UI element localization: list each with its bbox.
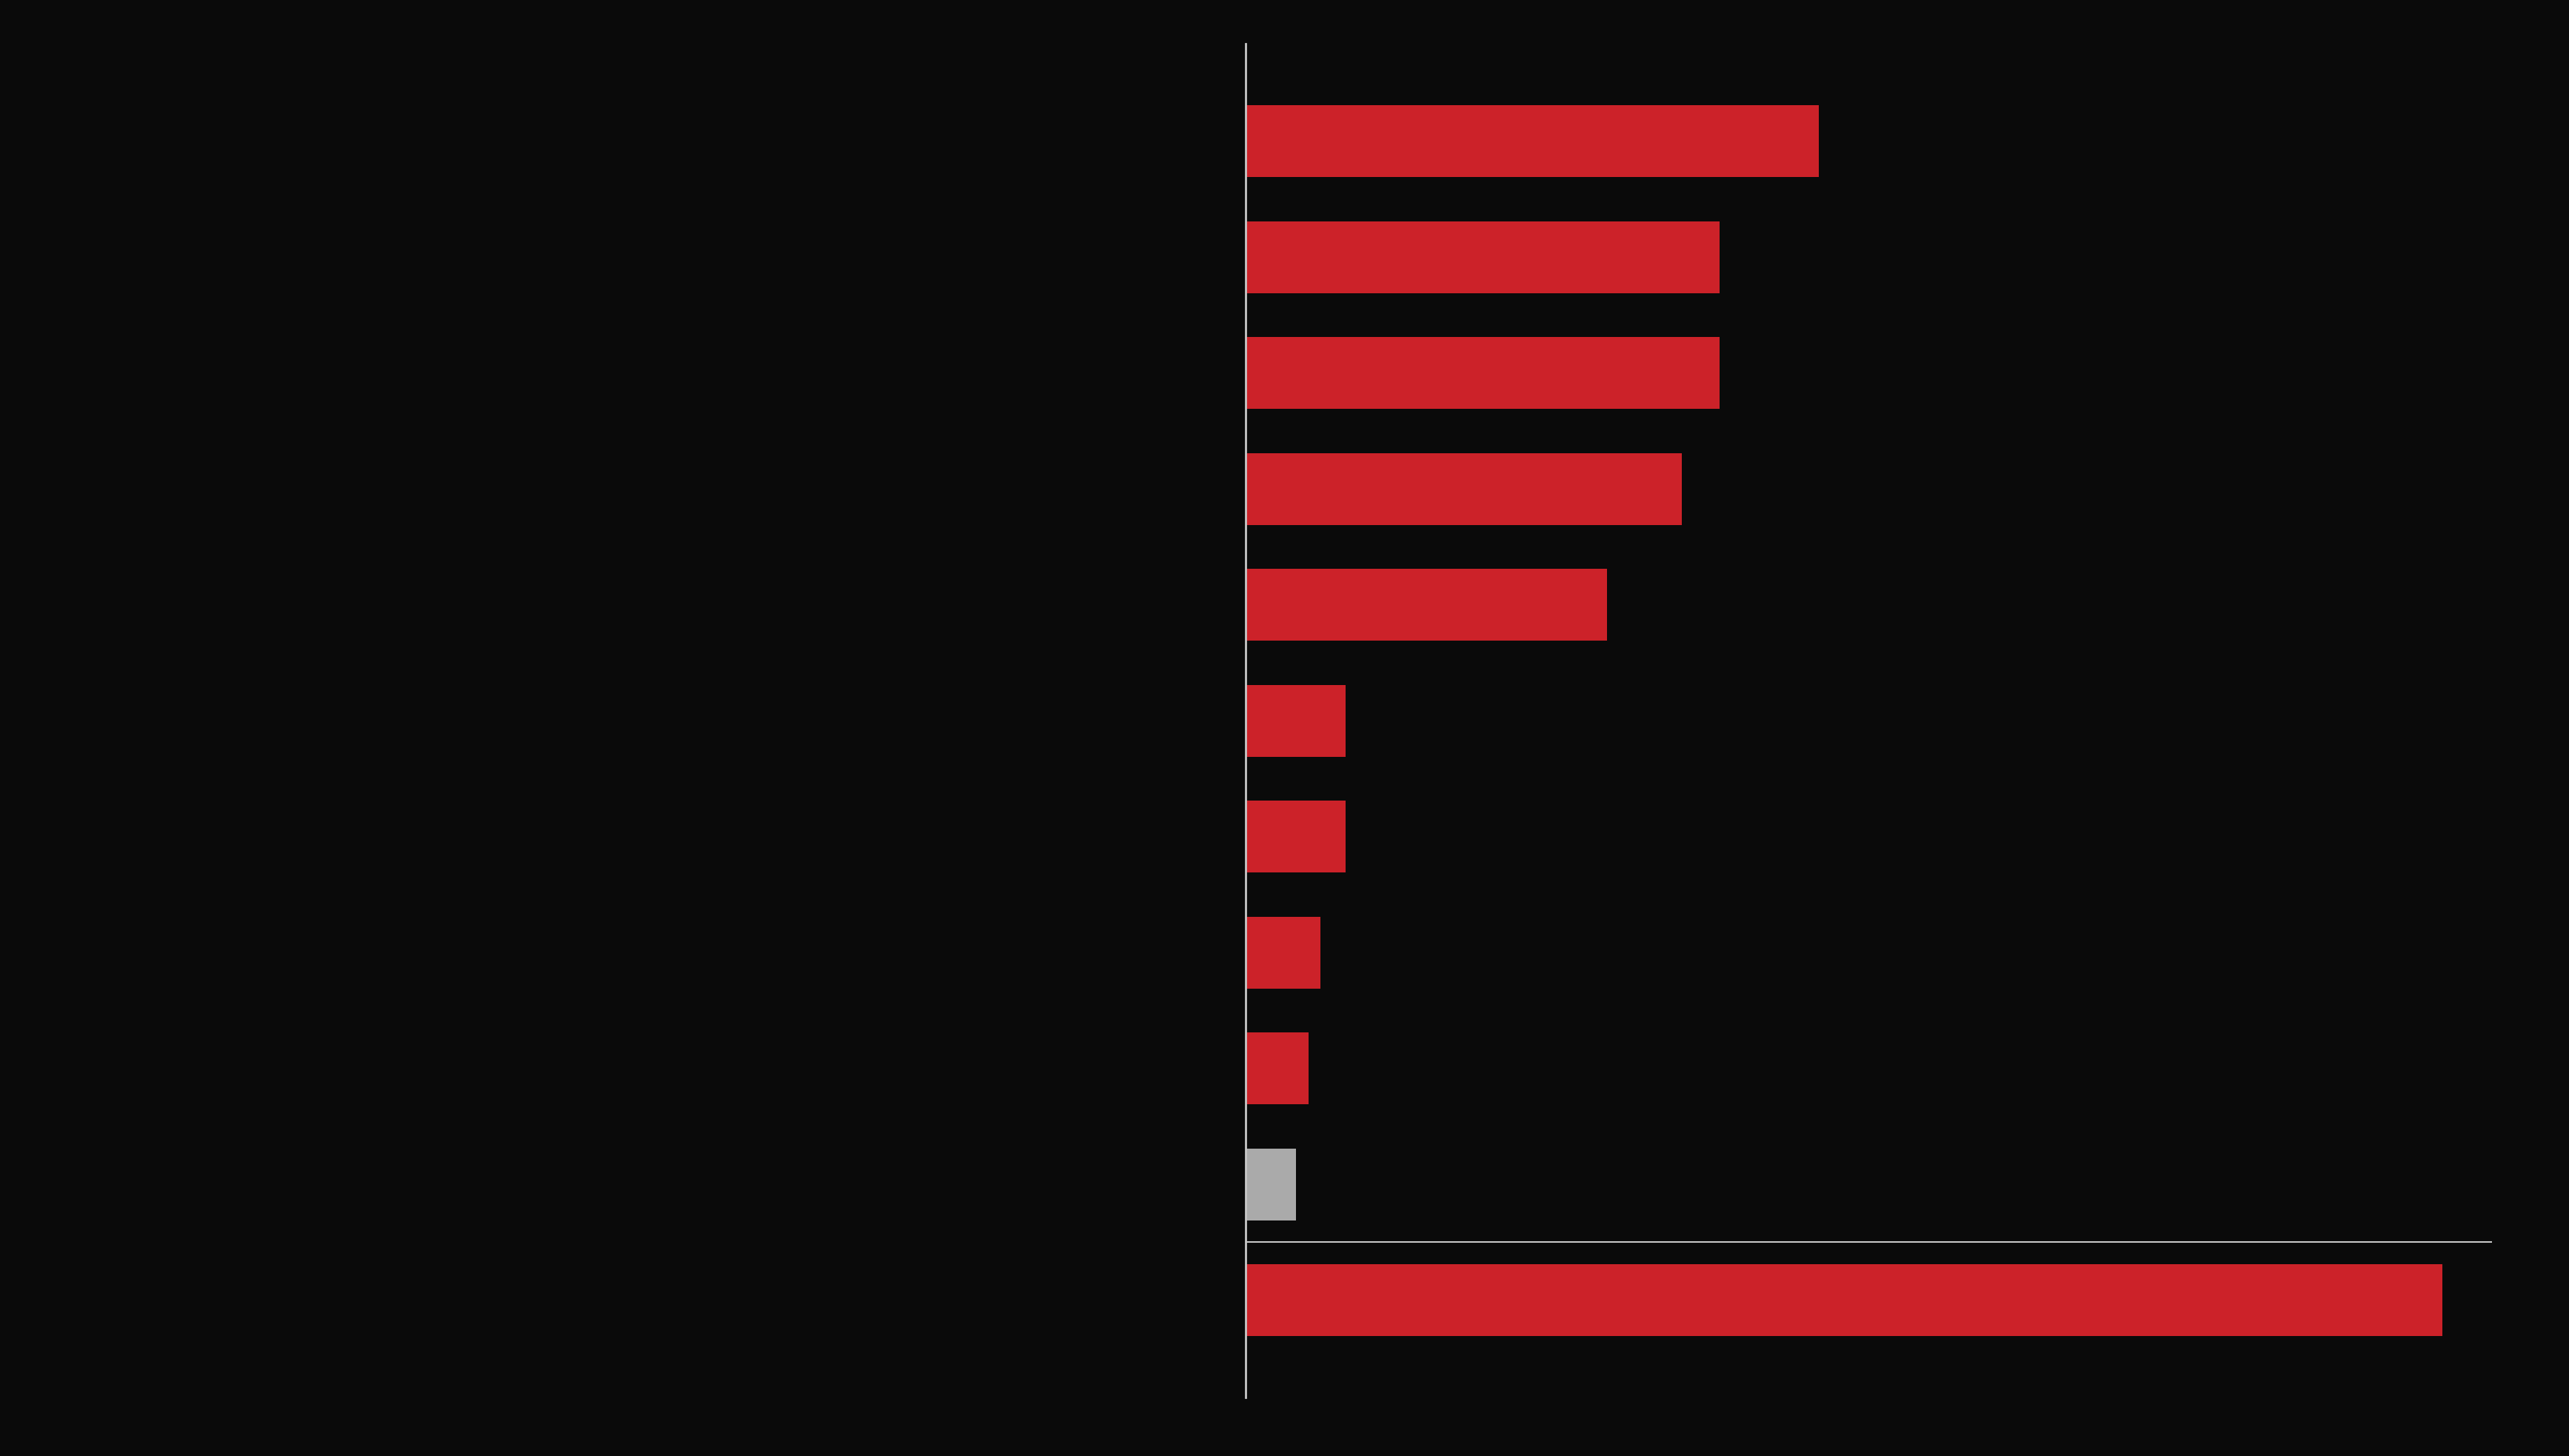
- Bar: [1246, 1032, 1308, 1105]
- Bar: [1246, 105, 1819, 178]
- Bar: [1246, 221, 1719, 293]
- Bar: [1246, 801, 1346, 872]
- Bar: [1246, 684, 1346, 757]
- Bar: [1246, 917, 1320, 989]
- Bar: [1246, 453, 1683, 524]
- Bar: [1246, 1149, 1295, 1220]
- Bar: [1246, 336, 1719, 409]
- Bar: [1246, 569, 1608, 641]
- Bar: [1246, 1264, 2443, 1337]
